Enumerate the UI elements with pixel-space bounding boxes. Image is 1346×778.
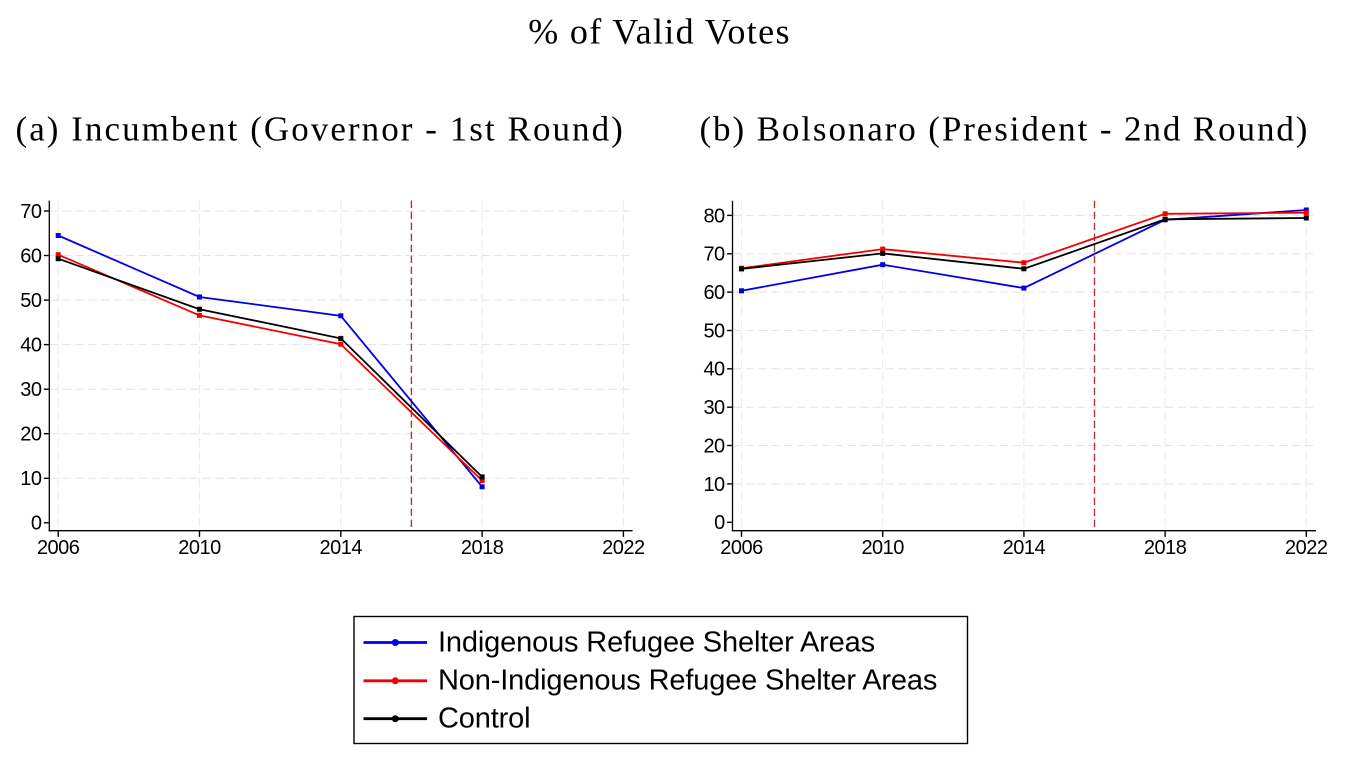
svg-text:2006: 2006	[720, 537, 763, 559]
svg-text:10: 10	[20, 468, 42, 490]
svg-text:0: 0	[714, 512, 725, 534]
svg-text:80: 80	[703, 205, 725, 227]
svg-text:2006: 2006	[37, 537, 80, 559]
svg-text:2018: 2018	[1144, 537, 1187, 559]
svg-text:(b) Bolsonaro (President - 2nd: (b) Bolsonaro (President - 2nd Round)	[700, 110, 1310, 149]
svg-text:2014: 2014	[320, 537, 363, 559]
svg-text:70: 70	[703, 244, 725, 266]
svg-text:40: 40	[703, 359, 725, 381]
svg-text:(a) Incumbent (Governor - 1st: (a) Incumbent (Governor - 1st Round)	[16, 110, 625, 149]
svg-text:60: 60	[703, 282, 725, 304]
svg-text:Non-Indigenous Refugee Shelter: Non-Indigenous Refugee Shelter Areas	[438, 665, 937, 697]
svg-text:40: 40	[20, 335, 42, 357]
svg-text:70: 70	[20, 201, 42, 223]
svg-text:30: 30	[20, 379, 42, 401]
svg-text:% of Valid Votes: % of Valid Votes	[528, 12, 791, 52]
svg-text:20: 20	[20, 424, 42, 446]
svg-text:2014: 2014	[1003, 537, 1046, 559]
svg-text:0: 0	[31, 513, 42, 535]
svg-text:10: 10	[703, 474, 725, 496]
svg-text:30: 30	[703, 397, 725, 419]
svg-text:50: 50	[20, 290, 42, 312]
svg-text:2010: 2010	[178, 537, 221, 559]
svg-text:2022: 2022	[602, 537, 645, 559]
svg-text:60: 60	[20, 245, 42, 267]
svg-text:2022: 2022	[1285, 537, 1328, 559]
svg-text:2010: 2010	[861, 537, 904, 559]
svg-text:Control: Control	[438, 703, 530, 735]
svg-text:Indigenous Refugee Shelter Are: Indigenous Refugee Shelter Areas	[438, 627, 875, 659]
svg-text:2018: 2018	[461, 537, 504, 559]
svg-text:50: 50	[703, 320, 725, 342]
svg-text:20: 20	[703, 435, 725, 457]
